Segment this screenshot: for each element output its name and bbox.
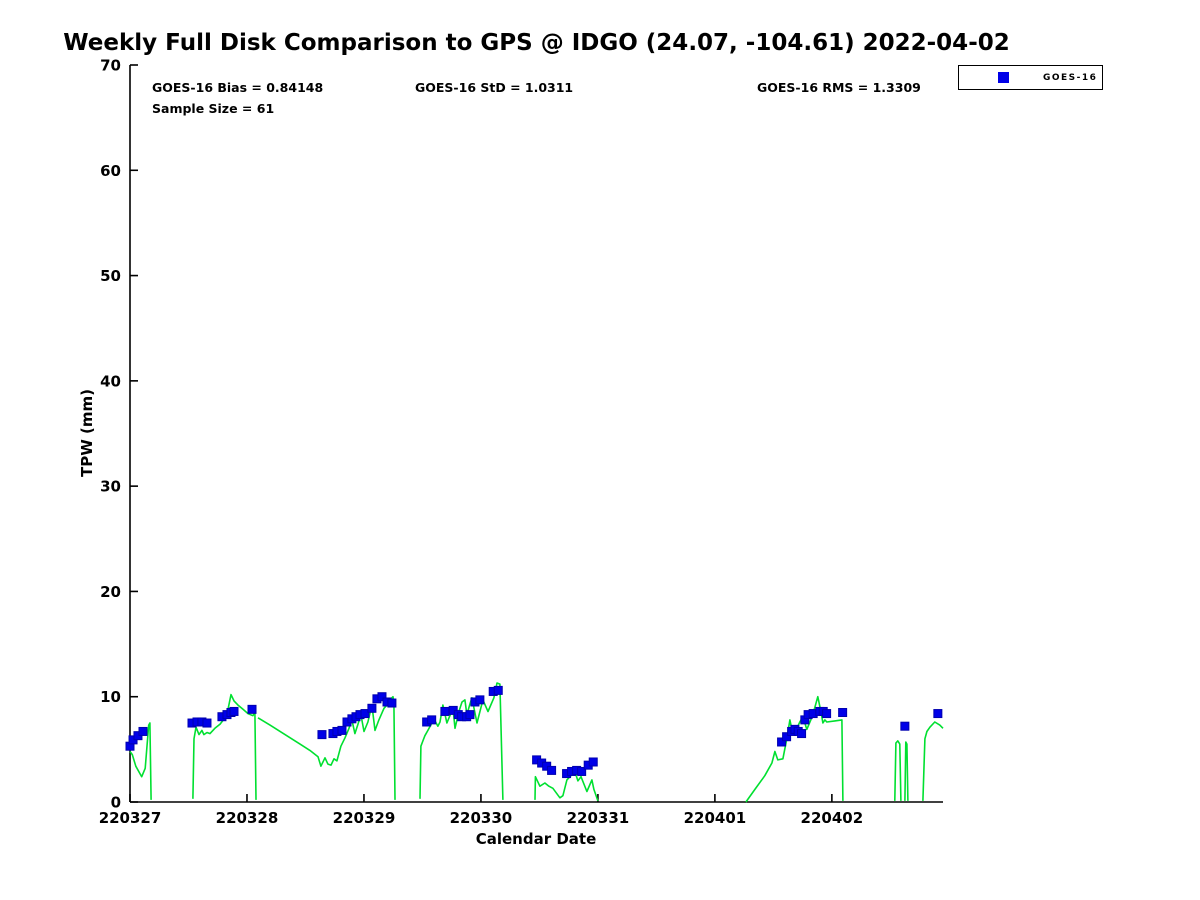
goes16-marker [360,709,370,719]
gps-line-segment [904,741,909,801]
goes16-marker [247,704,257,714]
gps-line-segment [922,721,944,801]
stat-bias: GOES-16 Bias = 0.84148 [152,80,324,95]
x-tick-label: 220327 [99,809,162,827]
goes16-marker [317,730,327,740]
goes16-marker [367,703,377,713]
goes16-marker [838,708,848,718]
y-tick-label: 60 [100,162,121,180]
x-tick-label: 220330 [450,809,513,827]
goes16-marker [475,695,485,705]
goes16-marker [337,725,347,735]
goes16-marker [440,706,450,716]
x-tick-label: 220328 [216,809,279,827]
goes16-marker [933,709,943,719]
gps-line-segment [534,770,599,802]
legend-square-marker-icon [998,72,1009,83]
goes16-marker [777,737,787,747]
x-tick-label: 220401 [684,809,747,827]
stat-rms: GOES-16 RMS = 1.3309 [757,80,921,95]
x-tick-label: 220329 [333,809,396,827]
goes16-marker [229,706,239,716]
y-tick-label: 0 [111,794,121,812]
stat-sample-size: Sample Size = 61 [152,101,275,116]
gps-line-segment [419,682,504,800]
goes16-marker [782,732,792,742]
y-tick-label: 70 [100,57,121,75]
goes16-marker [387,698,397,708]
gps-line-segment [129,722,152,800]
y-tick-label: 20 [100,583,121,601]
y-axis-label: TPW (mm) [78,389,96,477]
goes16-marker [427,715,437,725]
goes16-marker [900,721,910,731]
legend-entry-label: GOES-16 [1043,72,1098,83]
y-tick-label: 40 [100,372,121,390]
goes16-marker [797,729,807,739]
goes16-marker [588,757,598,767]
x-tick-label: 220331 [567,809,630,827]
stat-std: GOES-16 StD = 1.0311 [415,80,574,95]
gps-line-segment [894,740,902,801]
y-tick-label: 10 [100,688,121,706]
x-tick-label: 220402 [801,809,864,827]
goes16-marker [547,765,557,775]
goes16-marker [465,710,475,720]
chart-title: Weekly Full Disk Comparison to GPS @ IDG… [63,30,1010,56]
goes16-marker [138,726,148,736]
y-tick-label: 30 [100,478,121,496]
goes16-marker [493,685,503,695]
goes16-marker [822,709,832,719]
goes16-marker [577,766,587,776]
x-axis-label: Calendar Date [475,830,597,848]
y-tick-label: 50 [100,267,121,285]
goes16-marker [377,692,387,702]
goes16-marker [202,718,212,728]
legend-box: GOES-16 [958,65,1103,90]
